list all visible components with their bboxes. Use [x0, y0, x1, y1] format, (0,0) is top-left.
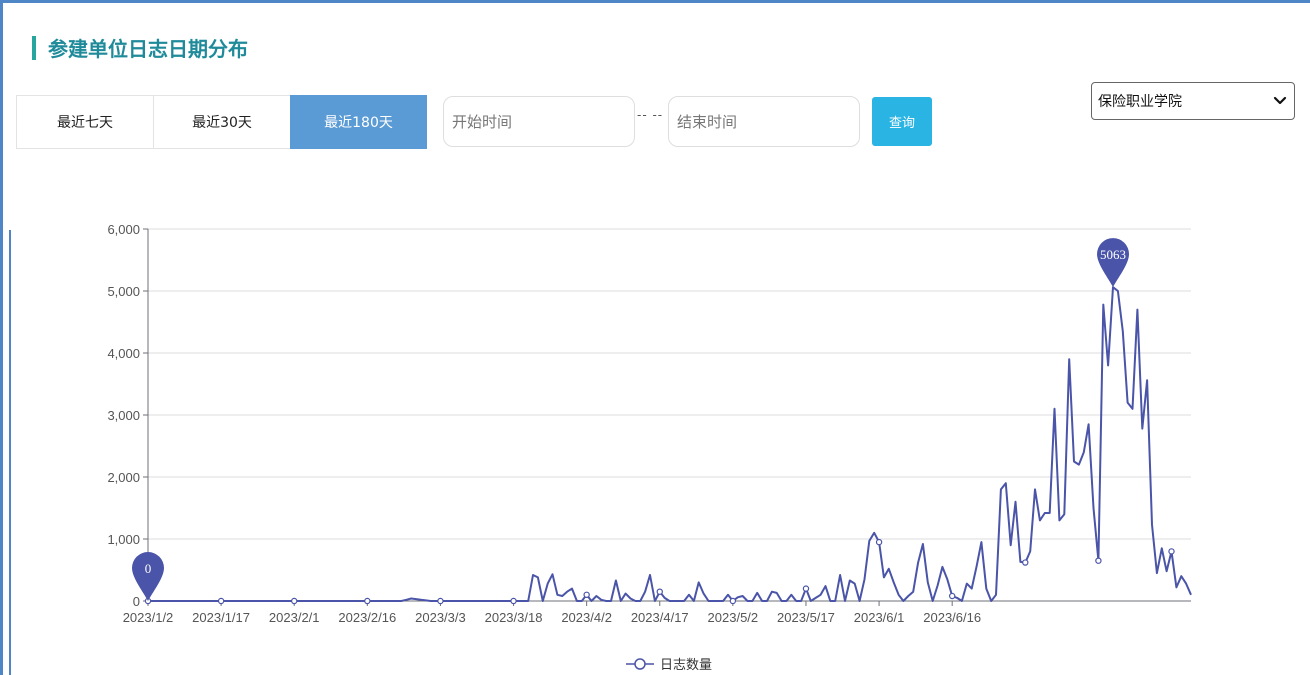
- tab-last-7-days[interactable]: 最近七天: [16, 95, 153, 149]
- unit-select-value: 保险职业学院: [1098, 94, 1182, 110]
- tab-last-180-days[interactable]: 最近180天: [290, 95, 427, 149]
- series-line-日志数量: [148, 286, 1192, 602]
- y-tick-label: 5,000: [107, 284, 140, 299]
- max-marker-pin-label: 5063: [1100, 247, 1126, 262]
- unit-select[interactable]: 保险职业学院: [1091, 82, 1295, 120]
- x-tick-label: 2023/5/2: [708, 610, 759, 625]
- data-point: [1022, 559, 1029, 566]
- title-accent-bar: [32, 36, 36, 60]
- query-button[interactable]: 查询: [872, 97, 932, 146]
- y-tick-label: 3,000: [107, 408, 140, 423]
- data-point: [364, 597, 371, 605]
- x-tick-label: 2023/4/17: [631, 610, 689, 625]
- y-tick-label: 1,000: [107, 532, 140, 547]
- x-tick-label: 2023/5/17: [777, 610, 835, 625]
- data-point: [1095, 557, 1102, 564]
- legend-label: 日志数量: [660, 658, 712, 673]
- x-tick-label: 2023/3/3: [415, 610, 466, 625]
- panel-border-accent: [9, 230, 11, 675]
- y-tick-label: 4,000: [107, 346, 140, 361]
- chevron-down-icon: [1273, 96, 1287, 105]
- data-point: [729, 597, 737, 605]
- range-tabs: 最近七天 最近30天 最近180天: [16, 95, 427, 149]
- x-tick-label: 2023/2/1: [269, 610, 320, 625]
- data-point: [437, 597, 444, 605]
- min-marker-pin: [132, 552, 164, 601]
- x-tick-label: 2023/1/2: [123, 610, 174, 625]
- data-point: [1168, 548, 1175, 555]
- x-tick-label: 2023/3/18: [485, 610, 543, 625]
- start-date-input[interactable]: [443, 96, 635, 147]
- x-tick-label: 2023/2/16: [338, 610, 396, 625]
- legend-symbol: [634, 658, 646, 670]
- end-date-input[interactable]: [668, 96, 860, 147]
- log-date-line-chart: 0 1,000 2,000 3,000 4,000 5,000 6,000 2023/1/2 2…: [107, 222, 1192, 673]
- data-point: [583, 591, 590, 598]
- tab-last-30-days[interactable]: 最近30天: [153, 95, 290, 149]
- y-tick-label: 2,000: [107, 470, 140, 485]
- data-point: [802, 585, 810, 592]
- x-tick-label: 2023/4/2: [561, 610, 612, 625]
- x-tick-label: 2023/1/17: [192, 610, 250, 625]
- data-point: [875, 538, 883, 546]
- data-point: [291, 597, 298, 605]
- data-point: [510, 597, 517, 605]
- x-tick-label: 2023/6/1: [854, 610, 905, 625]
- max-marker-pin: [1097, 238, 1130, 288]
- y-tick-label: 0: [133, 594, 140, 609]
- page-title: 参建单位日志日期分布: [48, 37, 248, 61]
- data-point: [656, 588, 663, 595]
- y-tick-label: 6,000: [107, 222, 140, 237]
- data-point: [948, 592, 956, 600]
- x-tick-label: 2023/6/16: [923, 610, 981, 625]
- date-separator: -- --: [637, 108, 664, 122]
- data-point: [217, 597, 225, 605]
- min-marker-pin-label: 0: [145, 561, 152, 576]
